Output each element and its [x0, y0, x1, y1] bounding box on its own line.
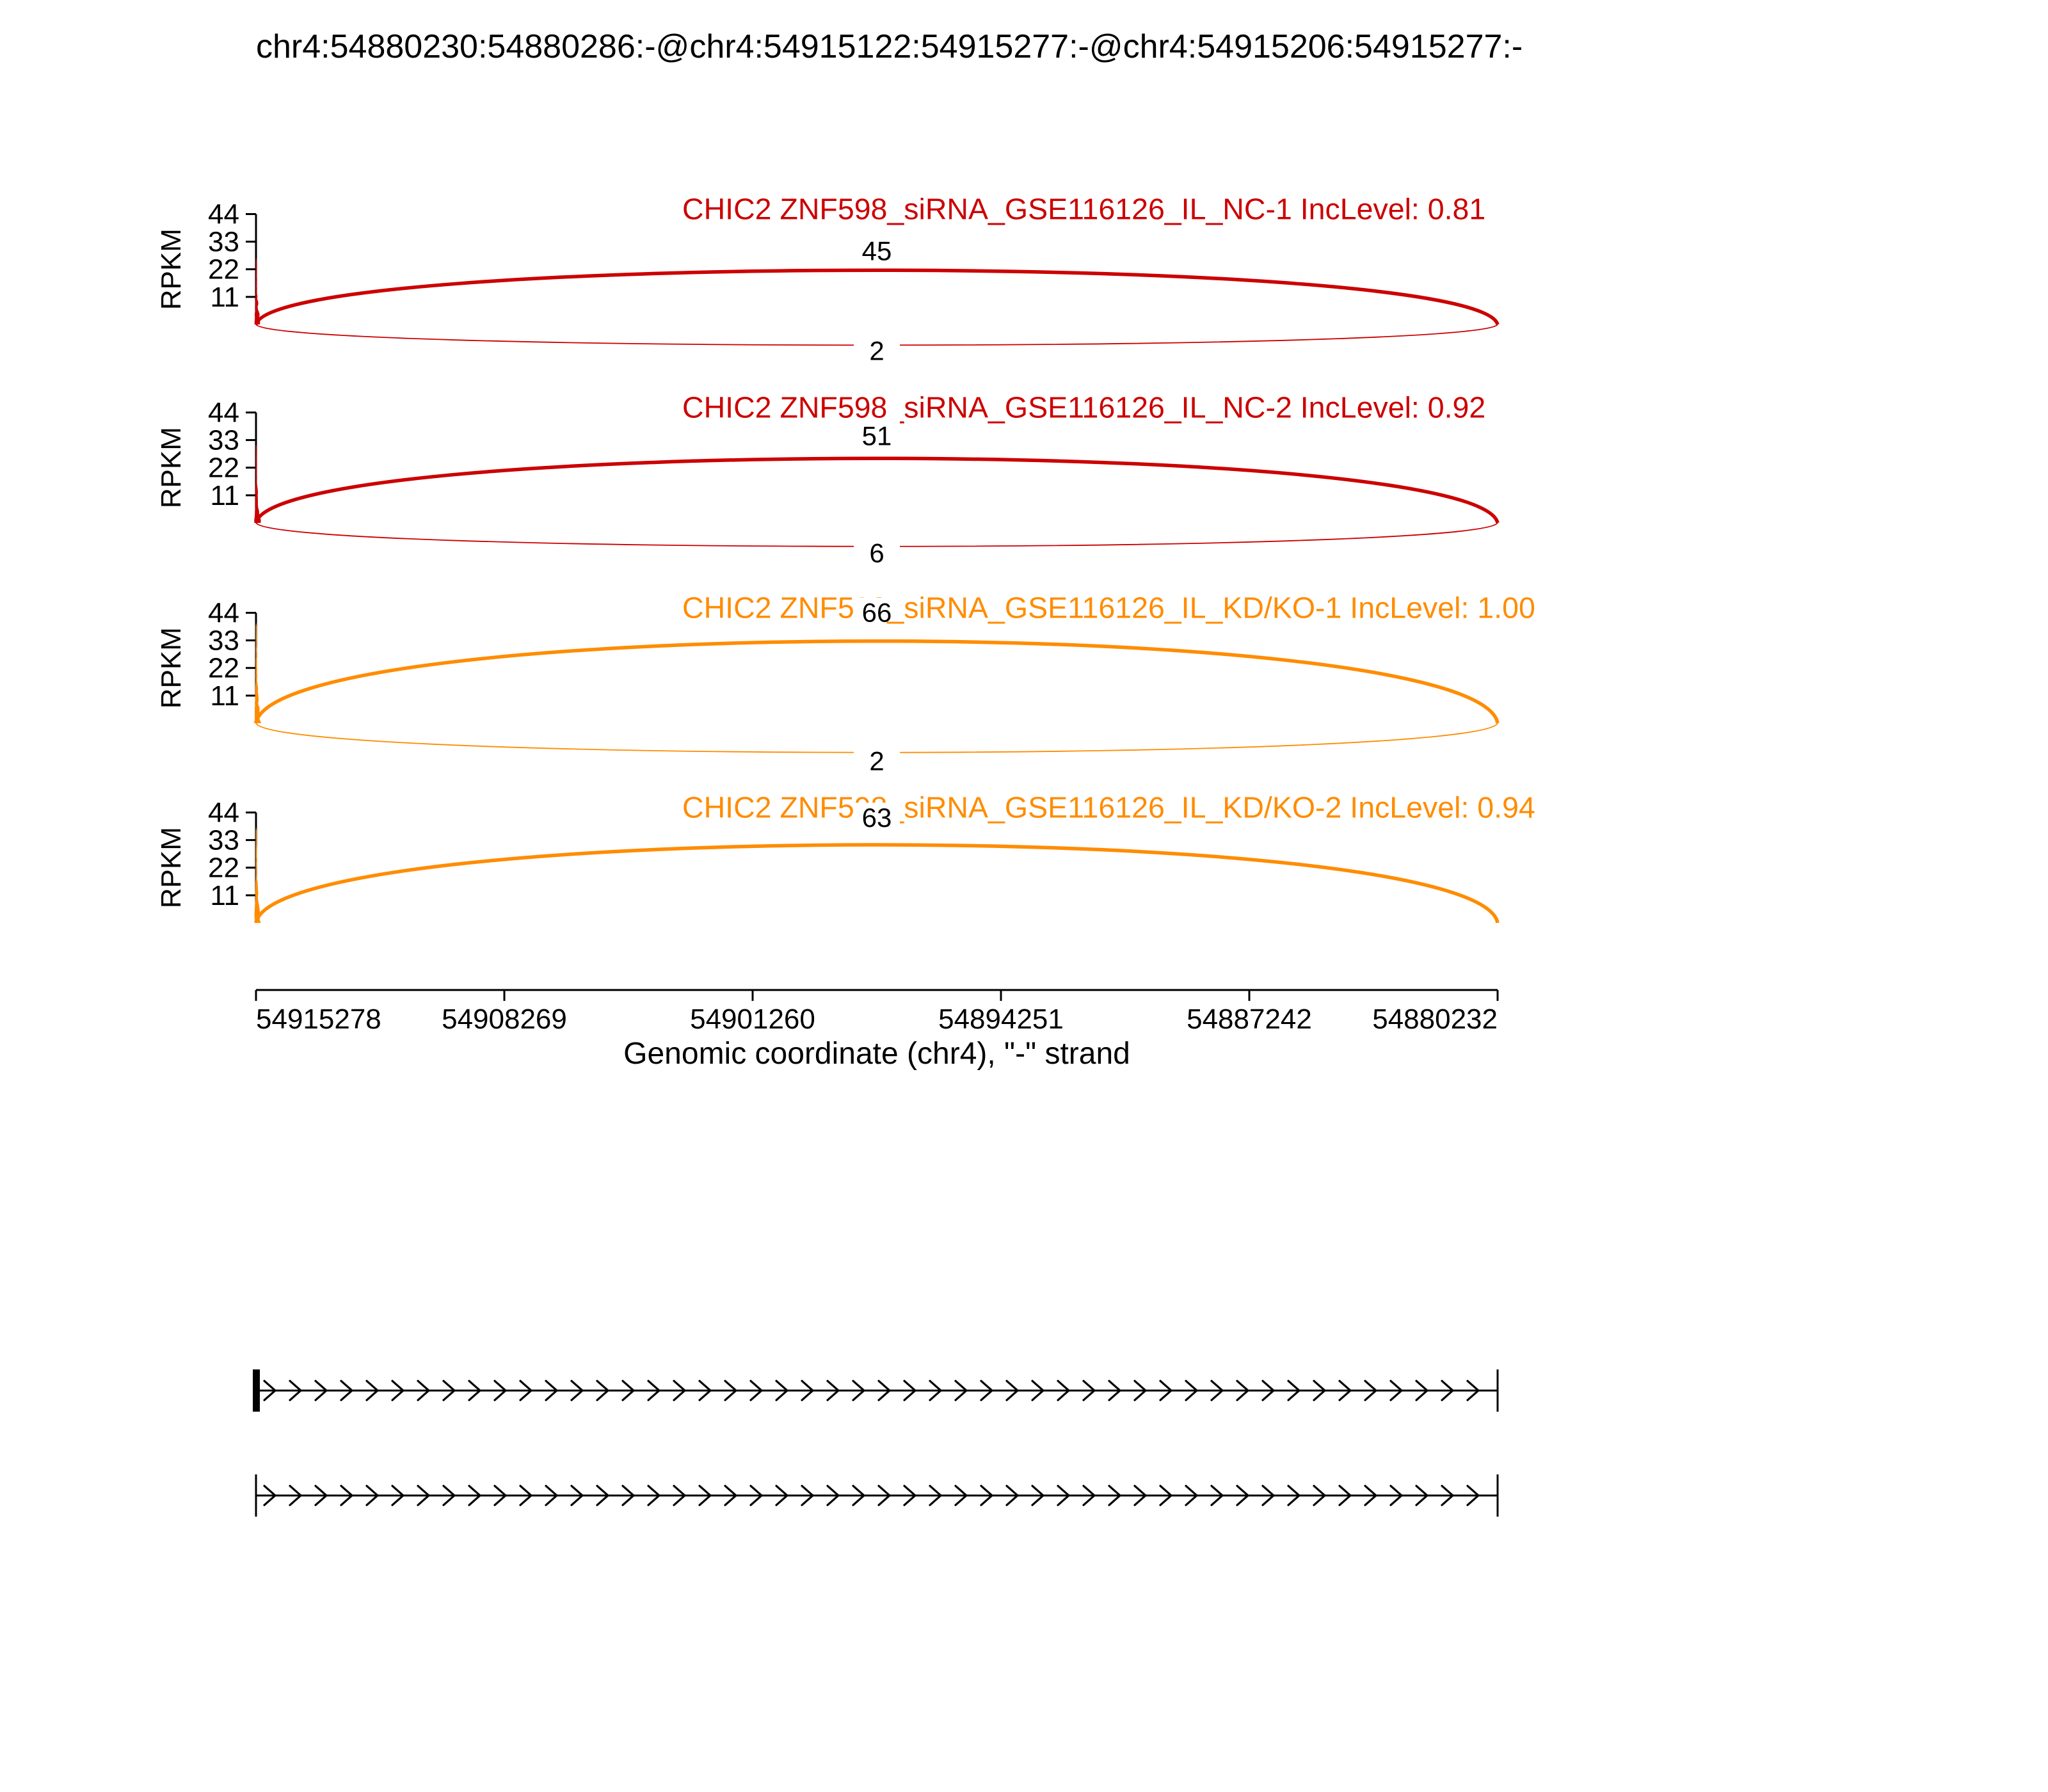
- svg-text:22: 22: [208, 852, 239, 884]
- svg-text:11: 11: [210, 282, 239, 313]
- svg-text:CHIC2 ZNF598_siRNA_GSE116126_I: CHIC2 ZNF598_siRNA_GSE116126_IL_KD/KO-2 …: [682, 791, 1535, 824]
- svg-text:44: 44: [208, 397, 239, 429]
- svg-text:44: 44: [208, 199, 239, 230]
- svg-text:22: 22: [208, 452, 239, 484]
- svg-text:33: 33: [208, 425, 239, 456]
- svg-text:54880232: 54880232: [1372, 1004, 1498, 1035]
- svg-text:33: 33: [208, 825, 239, 856]
- svg-text:CHIC2 ZNF598_siRNA_GSE116126_I: CHIC2 ZNF598_siRNA_GSE116126_IL_NC-1 Inc…: [682, 193, 1485, 226]
- svg-text:2: 2: [869, 746, 884, 776]
- svg-text:63: 63: [862, 803, 892, 833]
- svg-text:66: 66: [862, 598, 892, 628]
- svg-text:2: 2: [869, 336, 884, 366]
- svg-text:chr4:54880230:54880286:-@chr4:: chr4:54880230:54880286:-@chr4:54915122:5…: [256, 28, 1523, 65]
- svg-text:54915278: 54915278: [256, 1004, 381, 1035]
- svg-text:CHIC2 ZNF598_siRNA_GSE116126_I: CHIC2 ZNF598_siRNA_GSE116126_IL_KD/KO-1 …: [682, 591, 1535, 625]
- svg-text:54901260: 54901260: [690, 1004, 815, 1035]
- svg-text:54887242: 54887242: [1187, 1004, 1312, 1035]
- svg-text:11: 11: [210, 480, 239, 511]
- svg-text:51: 51: [862, 420, 892, 451]
- svg-text:54908269: 54908269: [442, 1004, 567, 1035]
- svg-text:RPKM: RPKM: [156, 827, 187, 908]
- svg-text:RPKM: RPKM: [156, 627, 187, 708]
- svg-text:54894251: 54894251: [938, 1004, 1064, 1035]
- svg-text:44: 44: [208, 598, 239, 629]
- svg-text:11: 11: [210, 880, 239, 911]
- svg-text:22: 22: [208, 653, 239, 684]
- svg-text:33: 33: [208, 625, 239, 657]
- svg-text:RPKM: RPKM: [156, 228, 187, 310]
- svg-text:45: 45: [862, 236, 892, 266]
- svg-text:CHIC2 ZNF598_siRNA_GSE116126_I: CHIC2 ZNF598_siRNA_GSE116126_IL_NC-2 Inc…: [682, 391, 1485, 424]
- svg-text:RPKM: RPKM: [156, 427, 187, 508]
- svg-text:11: 11: [210, 680, 239, 712]
- svg-text:Genomic coordinate (chr4), "-": Genomic coordinate (chr4), "-" strand: [623, 1037, 1130, 1071]
- svg-text:6: 6: [869, 538, 884, 568]
- svg-text:33: 33: [208, 227, 239, 258]
- svg-text:22: 22: [208, 254, 239, 285]
- svg-text:44: 44: [208, 797, 239, 829]
